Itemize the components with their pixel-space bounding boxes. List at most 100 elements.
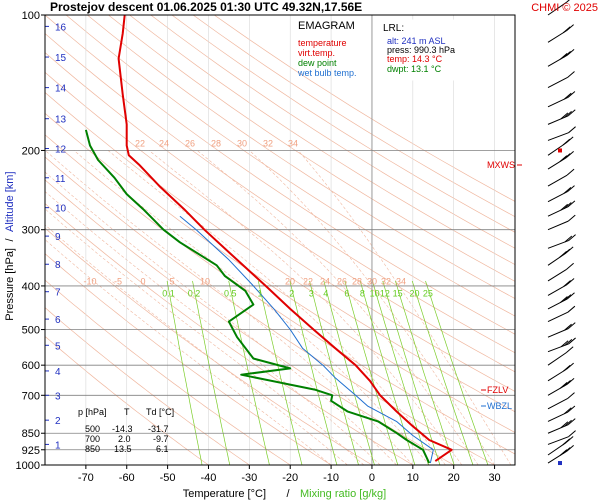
lrl-press: press: 990.3 hPa xyxy=(387,45,455,55)
adiabat-label: 30 xyxy=(237,138,247,148)
wind-barb-flag xyxy=(567,305,576,313)
adiabat-label: 28 xyxy=(352,276,362,286)
altitude-tick-label: 14 xyxy=(55,84,67,95)
wind-barb-flag xyxy=(564,323,572,331)
mixing-ratio-line xyxy=(382,280,441,465)
series-line-temperature xyxy=(117,15,453,462)
wind-barb-flag xyxy=(565,346,574,354)
wind-barb-flag xyxy=(562,138,571,146)
dry-adiabat-line xyxy=(45,253,332,465)
wind-barb-flag xyxy=(559,381,568,389)
mixing-ratio-label: 0.1 xyxy=(162,288,175,298)
wind-barb xyxy=(547,268,567,282)
x-tick-label: -30 xyxy=(241,472,257,484)
wind-barb xyxy=(547,2,567,16)
wind-barb-flag xyxy=(560,296,568,303)
x-axis-label-mixing: Mixing ratio [g/kg] xyxy=(300,488,386,500)
legend-item-dew-point: dew point xyxy=(298,58,337,68)
wind-barb xyxy=(547,436,569,445)
dry-adiabat-line xyxy=(45,33,515,354)
lrl-dwpt: dwpt: 13.1 °C xyxy=(387,64,442,74)
wind-barb xyxy=(547,132,569,141)
y-tick-label: 100 xyxy=(22,10,40,22)
altitude-tick-label: 9 xyxy=(55,232,61,243)
lrl-alt: alt: 241 m ASL xyxy=(387,36,446,46)
altitude-tick-label: 1 xyxy=(55,440,61,451)
dry-adiabat-line xyxy=(192,15,515,218)
mixing-ratio-label: 1 xyxy=(257,288,262,298)
table-cell: 6.1 xyxy=(156,444,169,454)
table-cell: -9.7 xyxy=(153,434,169,444)
legend-item-virt-temp: virt.temp. xyxy=(298,48,335,58)
mixing-ratio-label: 3 xyxy=(309,288,314,298)
series-line-wet-bulb-temp xyxy=(179,215,434,464)
x-tick-label: 30 xyxy=(488,472,500,484)
adiabat-label: 30 xyxy=(367,276,377,286)
wind-barb-flag xyxy=(567,292,575,300)
table-cell: 13.5 xyxy=(114,444,132,454)
altitude-tick-label: 5 xyxy=(55,341,61,352)
wind-barb-flag xyxy=(560,112,569,120)
x-axis-separator: / xyxy=(286,488,290,500)
altitude-tick-label: 12 xyxy=(55,144,67,155)
table-header-p: p [hPa] xyxy=(78,407,107,417)
x-tick-label: 0 xyxy=(369,472,375,484)
dry-adiabat-line xyxy=(65,15,515,317)
altitude-tick-label: 10 xyxy=(55,204,67,215)
altitude-tick-label: 11 xyxy=(55,174,66,185)
adiabat-label: 34 xyxy=(288,138,298,148)
wind-barb-flag xyxy=(560,421,569,429)
moist-adiabat-line xyxy=(45,239,332,465)
wind-barb-flag xyxy=(567,322,576,330)
y-tick-label: 500 xyxy=(22,325,40,337)
dry-adiabat-line xyxy=(171,15,515,233)
adiabat-label: 26 xyxy=(337,276,347,286)
dry-adiabat-line xyxy=(87,15,515,299)
mixing-ratio-label: 12 xyxy=(380,288,390,298)
wind-barb-flag xyxy=(563,407,572,415)
wind-barb-flag xyxy=(564,338,573,346)
mxws-label: MXWS xyxy=(487,160,515,170)
wind-barb xyxy=(547,174,568,187)
dry-adiabat-line xyxy=(45,91,515,413)
wbzl-label: WBZL xyxy=(487,401,512,411)
wind-barb-flag xyxy=(559,251,567,258)
y-axis-label-altitude: Altitude [km] xyxy=(4,171,16,232)
adiabat-label: 28 xyxy=(211,138,221,148)
altitude-tick-label: 6 xyxy=(55,315,61,326)
mixing-ratio-line xyxy=(166,280,203,465)
wind-barb-flag xyxy=(566,377,575,385)
adiabat-label: 22 xyxy=(135,138,145,148)
wind-barb-flag xyxy=(563,280,571,287)
table-cell: -31.7 xyxy=(148,424,169,434)
wind-barb-flag xyxy=(566,48,575,56)
dry-adiabat-line xyxy=(45,52,515,373)
wind-barb-flag xyxy=(565,0,570,3)
mixing-ratio-line xyxy=(228,280,270,465)
altitude-tick-label: 3 xyxy=(55,391,61,402)
dry-adiabat-line xyxy=(45,156,495,465)
x-tick-label: -70 xyxy=(78,472,94,484)
table-cell: -14.3 xyxy=(112,424,133,434)
wind-barb-flag xyxy=(563,92,572,100)
adiabat-label: -5 xyxy=(114,276,122,286)
wind-barb-flag xyxy=(564,235,573,243)
wind-barb-flag xyxy=(563,379,571,387)
moist-adiabat-line xyxy=(45,191,381,465)
dry-adiabat-line xyxy=(45,279,291,465)
y-axis-title: Pressure [hPa] / Altitude [km] xyxy=(4,171,16,320)
moist-adiabat-line xyxy=(45,208,365,465)
chart-title: Prostejov descent 01.06.2025 01:30 UTC 4… xyxy=(50,0,362,14)
wind-barb-flag xyxy=(559,449,568,456)
adiabat-label: 0 xyxy=(140,276,145,286)
dry-adiabat-line xyxy=(45,15,515,335)
wind-barb-flag xyxy=(567,71,575,78)
wind-barb-flag xyxy=(567,392,575,399)
altitude-tick-label: 15 xyxy=(55,53,67,64)
table-cell: 850 xyxy=(85,444,100,454)
wind-barb-flag xyxy=(567,405,576,413)
dry-adiabat-line xyxy=(108,15,515,282)
altitude-tick-label: 13 xyxy=(55,115,67,126)
y-tick-label: 600 xyxy=(22,360,40,372)
mixing-ratio-label: 25 xyxy=(423,288,433,298)
